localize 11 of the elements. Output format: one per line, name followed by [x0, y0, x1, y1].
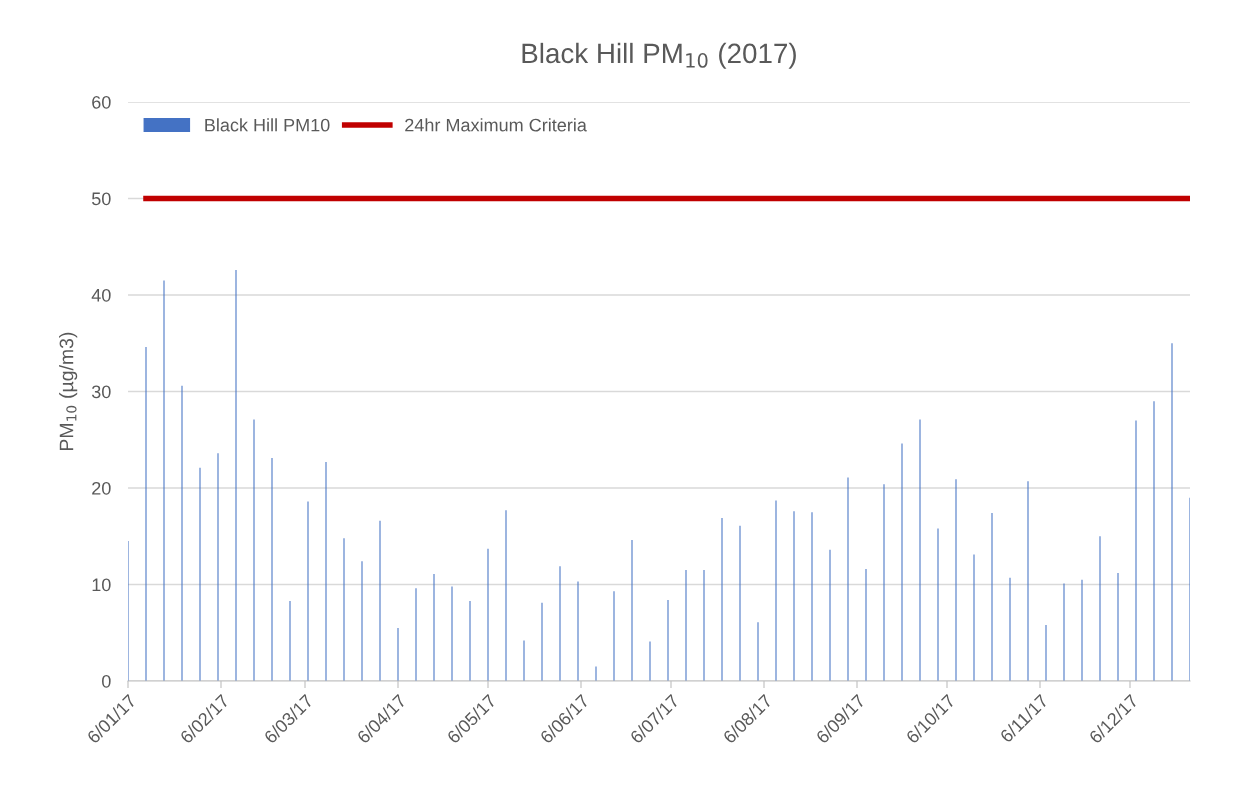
y-tick-label: 10 [92, 578, 111, 592]
legend-label: 24hr Maximum Criteria [405, 118, 587, 132]
y-tick-label: 0 [102, 674, 111, 688]
legend-label: Black Hill PM10 [205, 118, 330, 132]
y-tick-label: 30 [91, 385, 111, 399]
chart-title: Black Hill PM$_{10}$ (2017) [522, 42, 796, 69]
y-tick-label: 20 [92, 481, 111, 495]
y-tick-label: 60 [92, 95, 111, 109]
y-tick-label: 40 [91, 288, 111, 302]
y-tick-label: 50 [91, 192, 111, 206]
y-axis-title: PM$_{10}$ (µg/m3) [59, 332, 78, 450]
